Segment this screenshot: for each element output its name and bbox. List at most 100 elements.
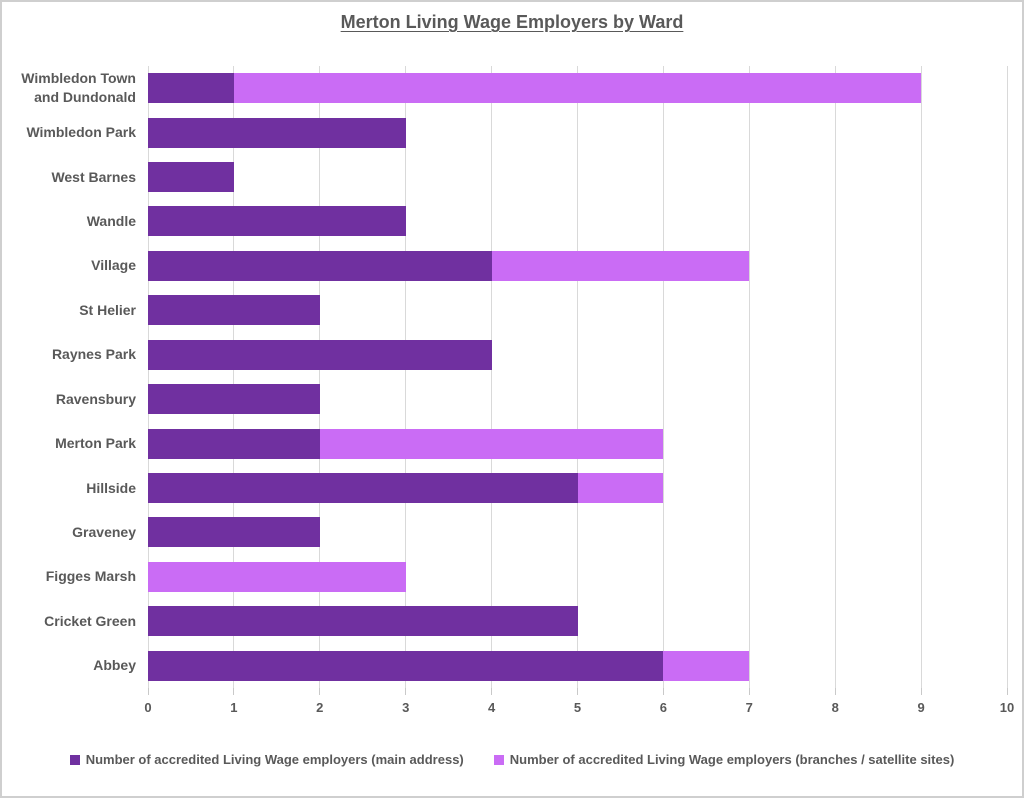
y-axis-label: Graveney <box>72 523 136 540</box>
bar-segment-branches <box>491 250 750 281</box>
x-axis-label: 0 <box>144 700 152 715</box>
gridline <box>920 66 922 688</box>
bar-row <box>148 333 1007 377</box>
x-axis-tickmark <box>491 688 493 695</box>
bar-stack <box>148 606 1007 637</box>
bar-segment-branches <box>319 428 664 459</box>
bar-segment-main <box>148 295 320 326</box>
bar-row <box>148 377 1007 421</box>
bar-row <box>148 599 1007 643</box>
x-axis-tickmark <box>147 688 149 695</box>
x-axis-label: 3 <box>402 700 410 715</box>
bar-segment-main <box>148 606 578 637</box>
x-axis-tickmark <box>748 688 750 695</box>
bar-row <box>148 510 1007 554</box>
gridline <box>834 66 836 688</box>
y-axis-label: Figges Marsh <box>45 568 136 585</box>
y-axis-label: Cricket Green <box>44 612 136 629</box>
x-axis-tickmark <box>319 688 321 695</box>
x-axis-label: 9 <box>917 700 925 715</box>
x-axis-label: 5 <box>573 700 582 715</box>
legend-swatch-main-icon <box>69 754 80 765</box>
y-axis-labels: Wimbledon Town and Dundonald Wimbledon Pa… <box>2 66 142 688</box>
chart-title: Merton Living Wage Employers by Ward <box>340 12 684 32</box>
y-axis-label: Village <box>91 257 136 274</box>
x-axis-tickmark <box>1006 688 1008 695</box>
gridline <box>577 66 578 688</box>
bar-stack <box>148 561 1007 592</box>
bar-row <box>148 421 1007 465</box>
y-axis-label: West Barnes <box>51 168 136 185</box>
bar-row <box>148 466 1007 510</box>
bar-segment-main <box>148 162 234 193</box>
x-axis-label: 4 <box>487 700 496 715</box>
gridline <box>147 66 149 688</box>
gridline <box>405 66 407 688</box>
x-axis-label: 8 <box>831 700 839 715</box>
bar-rows-layer <box>148 66 1007 688</box>
x-axis-label: 10 <box>999 700 1015 715</box>
bar-segment-main <box>148 517 320 548</box>
bar-stack <box>148 339 1007 370</box>
bar-segment-main <box>148 473 578 503</box>
x-axis-label: 6 <box>659 700 668 715</box>
bar-segment-main <box>148 428 320 459</box>
bar-segment-branches <box>233 73 922 104</box>
bar-row <box>148 244 1007 288</box>
legend-item-branches: Number of accredited Living Wage employe… <box>493 752 955 767</box>
bar-stack <box>148 473 1007 503</box>
gridline <box>748 66 750 688</box>
bar-segment-main <box>148 650 664 681</box>
y-axis-label: Abbey <box>93 657 136 674</box>
x-axis-label: 2 <box>316 700 324 715</box>
bar-stack <box>148 250 1007 281</box>
legend: Number of accredited Living Wage employe… <box>2 752 1022 767</box>
bar-stack <box>148 162 1007 193</box>
bar-segment-main <box>148 384 320 415</box>
bar-row <box>148 555 1007 599</box>
bar-stack <box>148 428 1007 459</box>
legend-item-main: Number of accredited Living Wage employe… <box>69 752 464 767</box>
legend-label-branches: Number of accredited Living Wage employe… <box>509 752 955 767</box>
x-axis-label: 7 <box>745 700 753 715</box>
y-axis-label: Wandle <box>86 213 136 230</box>
y-axis-label: Wimbledon Town and Dundonald <box>21 70 136 106</box>
gridline <box>662 66 664 688</box>
gridline <box>319 66 321 688</box>
y-axis-label: Raynes Park <box>51 346 136 363</box>
y-axis-label: Merton Park <box>55 435 136 452</box>
bar-segment-main <box>148 250 492 281</box>
x-axis-tickmarks <box>147 688 1008 696</box>
x-axis-label: 1 <box>230 700 238 715</box>
bar-segment-main <box>148 206 406 237</box>
bar-segment-branches <box>148 561 406 592</box>
y-axis-label: Wimbledon Park <box>26 124 136 141</box>
gridline <box>1006 66 1008 688</box>
bar-stack <box>148 206 1007 237</box>
x-axis-labels: 0 1 2 3 4 5 6 7 8 9 10 <box>144 700 1014 716</box>
bar-stack <box>148 384 1007 415</box>
y-axis-label: Ravensbury <box>55 390 136 407</box>
bar-stack <box>148 73 1007 104</box>
y-axis-label: St Helier <box>79 301 136 318</box>
bar-row <box>148 155 1007 199</box>
legend-swatch-branches-icon <box>493 754 504 765</box>
bar-stack <box>148 517 1007 548</box>
x-axis-tickmark <box>233 688 235 695</box>
x-axis-tickmark <box>577 688 578 695</box>
bar-stack <box>148 117 1007 148</box>
bar-stack <box>148 650 1007 681</box>
x-axis-tickmark <box>405 688 407 695</box>
bar-row <box>148 66 1007 110</box>
bar-row <box>148 643 1007 687</box>
bar-segment-branches <box>663 650 750 681</box>
x-axis-tickmark <box>920 688 922 695</box>
gridline <box>233 66 235 688</box>
plot-area <box>147 66 1008 688</box>
bar-row <box>148 199 1007 243</box>
bar-row <box>148 288 1007 332</box>
gridline <box>491 66 493 688</box>
bar-segment-branches <box>577 473 664 503</box>
legend-label-main: Number of accredited Living Wage employe… <box>85 752 464 767</box>
bar-segment-main <box>148 73 234 104</box>
